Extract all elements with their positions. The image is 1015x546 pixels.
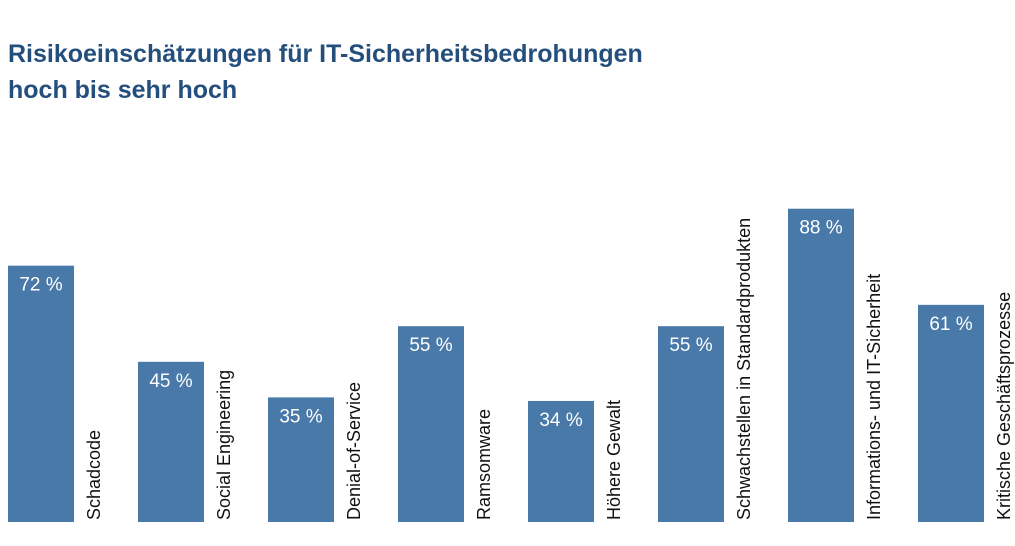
category-label-2: Denial-of-Service	[344, 382, 364, 520]
bar-0	[8, 265, 74, 522]
bar-3	[398, 326, 464, 522]
bar-6	[788, 208, 854, 522]
bar-1	[138, 361, 204, 522]
value-label-3: 55 %	[409, 335, 452, 356]
bar-4	[528, 400, 594, 522]
chart-title-line-2: hoch bis sehr hoch	[8, 76, 238, 104]
value-label-4: 34 %	[539, 410, 582, 431]
chart-title: Risikoeinschätzungen für IT-Sicherheitsb…	[8, 36, 643, 108]
bar-7	[918, 304, 984, 522]
category-label-1: Social Engineering	[214, 370, 234, 520]
chart-title-line-1: Risikoeinschätzungen für IT-Sicherheitsb…	[8, 40, 643, 68]
category-label-3: Ramsomware	[474, 409, 494, 520]
bar-2	[268, 397, 334, 522]
category-label-0: Schadcode	[84, 430, 104, 520]
category-label-5: Schwachstellen in Standardprodukten	[734, 218, 754, 520]
value-label-0: 72 %	[19, 275, 62, 296]
value-label-1: 45 %	[149, 371, 192, 392]
value-label-2: 35 %	[279, 406, 322, 427]
value-label-6: 88 %	[799, 218, 842, 239]
category-label-4: Höhere Gewalt	[604, 400, 624, 520]
value-label-5: 55 %	[669, 335, 712, 356]
value-label-7: 61 %	[929, 314, 972, 335]
category-label-7: Kritische Geschäftsprozesse	[994, 292, 1014, 520]
bar-5	[658, 326, 724, 522]
category-label-6: Informations- und IT-Sicherheit	[864, 274, 884, 520]
